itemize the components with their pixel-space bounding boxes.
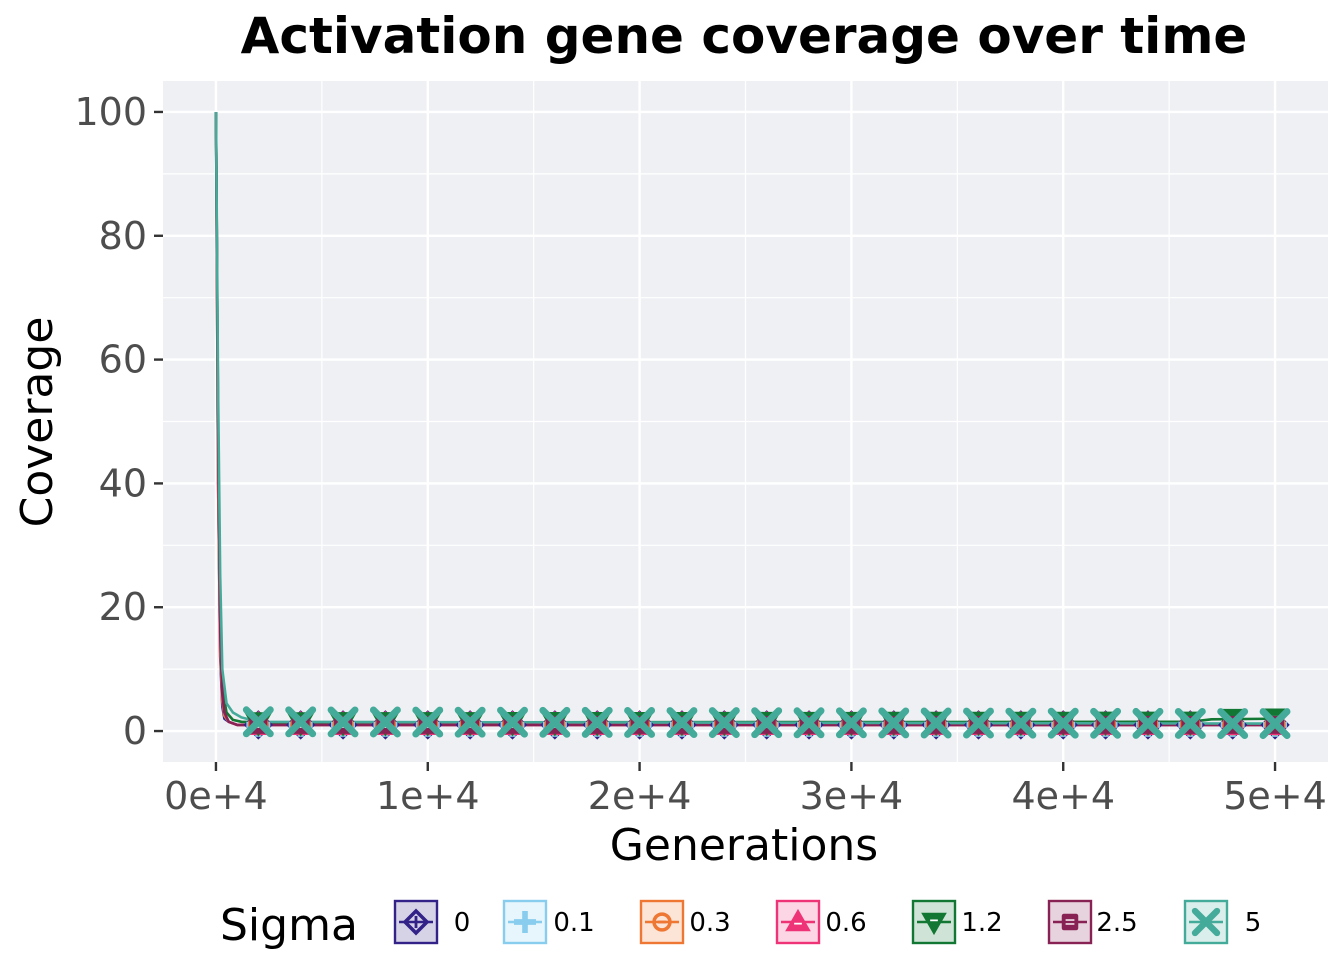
x-tick-label: 4e+4 xyxy=(1011,774,1115,818)
y-axis: 0 20 40 60 80 100 xyxy=(74,90,163,753)
series-point-5 xyxy=(1047,707,1079,739)
legend-marker-5 xyxy=(1191,907,1221,937)
legend-label-0: 0 xyxy=(454,908,471,938)
series-point-5 xyxy=(242,706,274,738)
series-point-5 xyxy=(369,706,401,738)
legend-label-2.5: 2.5 xyxy=(1096,908,1137,938)
series-point-5 xyxy=(412,706,444,738)
series-point-5 xyxy=(581,706,613,738)
legend-key-1.2 xyxy=(911,899,957,945)
series-point-5 xyxy=(835,707,867,739)
series-point-5 xyxy=(793,707,825,739)
legend-marker-0.3 xyxy=(652,912,672,932)
series-point-5 xyxy=(1217,708,1249,739)
legend-label-0.6: 0.6 xyxy=(825,908,866,938)
series-point-5 xyxy=(963,707,994,739)
legend-label-5: 5 xyxy=(1245,908,1262,938)
legend-key-2.5 xyxy=(1047,899,1093,945)
chart-title: Activation gene coverage over time xyxy=(241,7,1248,65)
legend-key-0.6 xyxy=(775,899,821,945)
series-point-5 xyxy=(666,707,698,738)
series-point-5 xyxy=(327,706,359,738)
series-markers xyxy=(242,706,1291,740)
x-tick-label: 1e+4 xyxy=(376,774,480,818)
legend-label-0.1: 0.1 xyxy=(553,908,594,938)
series-point-5 xyxy=(1259,708,1291,740)
y-tick-label: 20 xyxy=(99,585,147,629)
legend-key-0.3 xyxy=(639,899,685,945)
series-point-5 xyxy=(1174,708,1206,739)
y-tick-label: 100 xyxy=(74,90,147,134)
series-point-5 xyxy=(454,706,486,738)
legend-marker-0.1 xyxy=(514,911,536,933)
grid-major xyxy=(163,81,1328,762)
series-point-5 xyxy=(1005,707,1037,739)
legend-key-5 xyxy=(1183,899,1229,945)
series-point-5 xyxy=(624,706,656,738)
series-point-5 xyxy=(539,706,571,738)
y-tick-label: 80 xyxy=(99,214,147,258)
series-point-5 xyxy=(708,707,740,739)
legend-label-0.3: 0.3 xyxy=(689,908,730,938)
x-tick-label: 3e+4 xyxy=(800,774,904,818)
legend-marker-0.6 xyxy=(785,908,811,932)
series-point-5 xyxy=(497,706,528,738)
y-tick-label: 0 xyxy=(123,709,147,753)
series-point-5 xyxy=(1090,707,1122,739)
series-point-5 xyxy=(878,707,910,739)
legend-label-1.2: 1.2 xyxy=(961,908,1002,938)
legend-title: Sigma xyxy=(220,900,358,951)
series-point-5 xyxy=(1132,707,1164,739)
x-tick-label: 0e+4 xyxy=(164,774,268,818)
y-tick-label: 60 xyxy=(99,338,147,382)
x-tick-label: 2e+4 xyxy=(588,774,692,818)
series-point-5 xyxy=(920,707,952,739)
legend-marker-2.5 xyxy=(1061,913,1079,931)
x-axis-title: Generations xyxy=(610,820,878,871)
legend-key-0 xyxy=(393,899,439,945)
legend-marker-0 xyxy=(402,908,430,936)
series-point-5 xyxy=(285,706,317,738)
x-tick-label: 5e+4 xyxy=(1223,774,1327,818)
x-axis: 0e+4 1e+4 2e+4 3e+4 4e+4 5e+4 xyxy=(164,762,1327,818)
y-axis-title: Coverage xyxy=(12,317,63,528)
legend-marker-1.2 xyxy=(921,912,947,936)
y-tick-label: 40 xyxy=(99,461,147,505)
grid-minor xyxy=(163,81,1328,762)
series-point-5 xyxy=(751,707,783,739)
legend-key-0.1 xyxy=(502,899,548,945)
legend: Sigma 0 0.1 0.3 0.6 1.2 2.5 5 xyxy=(220,899,1262,951)
